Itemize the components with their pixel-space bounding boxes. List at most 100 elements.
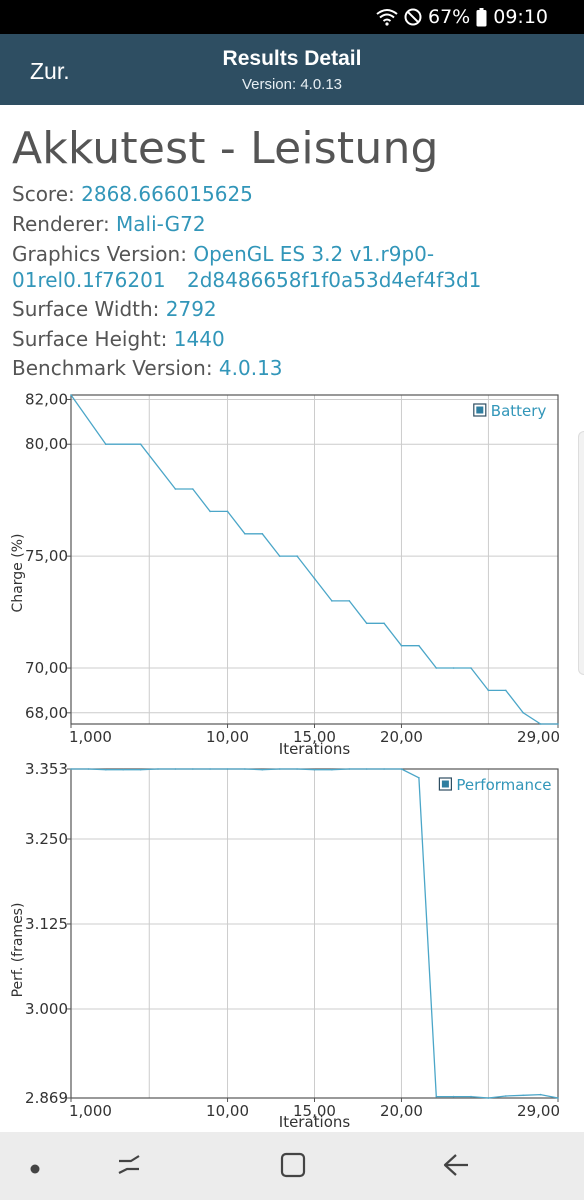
x-tick-label: 29,00	[517, 728, 560, 746]
dot-icon[interactable]	[30, 1161, 40, 1179]
results-content[interactable]: Akkutest - Leistung Score: 2868.66601562…	[0, 105, 584, 1132]
data-point	[365, 768, 368, 770]
data-point	[87, 768, 90, 770]
data-point	[435, 667, 438, 669]
clock: 09:10	[493, 6, 548, 28]
y-tick-label: 2.869	[25, 1089, 68, 1107]
surface-width-label: Surface Width:	[12, 297, 166, 321]
data-point	[70, 394, 72, 396]
y-tick-label: 70,00	[25, 659, 68, 677]
test-title: Akkutest - Leistung	[12, 123, 439, 174]
page-title: Results Detail	[222, 47, 362, 70]
data-point	[192, 488, 194, 490]
data-point	[418, 644, 420, 647]
data-point	[505, 1095, 507, 1097]
data-point	[209, 510, 211, 513]
x-tick-label: 15,00	[293, 728, 336, 746]
benchmark-version-value: 4.0.13	[218, 356, 283, 380]
data-point	[244, 768, 246, 770]
data-point	[452, 667, 455, 669]
data-point	[105, 768, 107, 771]
benchmark-version-row: Benchmark Version: 4.0.13	[12, 355, 283, 381]
surface-height-value: 1440	[173, 327, 225, 351]
surface-height-label: Surface Height:	[12, 327, 174, 351]
legend-label: Performance	[456, 776, 551, 794]
scrollbar-handle[interactable]	[578, 431, 584, 675]
x-tick-label: 1,000	[69, 728, 112, 746]
home-icon[interactable]	[280, 1152, 306, 1183]
wifi-icon	[376, 8, 398, 26]
data-point	[244, 533, 246, 535]
data-point	[470, 1095, 472, 1098]
surface-width-value: 2792	[165, 297, 217, 321]
data-point	[487, 689, 490, 692]
data-point	[331, 768, 333, 771]
data-point	[418, 777, 420, 779]
graphics-version-label: Graphics Version:	[12, 242, 194, 266]
data-point	[261, 768, 264, 771]
data-point	[522, 712, 524, 714]
data-point	[174, 768, 177, 770]
graphics-version-value: OpenGL ES 3.2 v1.r9p0-01rel0.1f76201	[12, 242, 435, 292]
data-point	[452, 1095, 455, 1098]
status-bar: 67% 09:10	[0, 0, 584, 34]
y-tick-label: 3.353	[25, 760, 68, 778]
data-point	[400, 644, 403, 647]
data-point	[487, 1097, 490, 1099]
data-point	[365, 622, 368, 625]
y-tick-label: 3.125	[25, 915, 68, 933]
y-axis-label: Perf. (frames)	[10, 903, 26, 998]
data-point	[505, 689, 507, 692]
performance-chart: 3.353 3.250 3.125 3.000 2.869 1,000 10,00 15,00…	[0, 760, 584, 1132]
x-tick-label: 29,00	[517, 1102, 560, 1120]
battery-chart-svg: 82,00 80,00 75,00 70,00 68,001,000 10,00 15,00…	[10, 390, 560, 758]
surface-height-row: Surface Height: 1440	[12, 326, 225, 352]
data-point	[157, 768, 159, 770]
data-point	[557, 723, 559, 725]
data-point	[105, 443, 107, 445]
back-button[interactable]: Zur.	[30, 58, 70, 84]
x-tick-label: 15,00	[293, 1102, 336, 1120]
data-point	[296, 555, 298, 557]
navigation-bar	[0, 1132, 584, 1200]
score-row: Score: 2868.666015625	[12, 181, 253, 207]
y-axis-label: Charge (%)	[10, 534, 26, 613]
back-arrow-icon[interactable]	[442, 1152, 470, 1183]
legend-swatch-fill	[441, 780, 449, 788]
data-point	[331, 600, 333, 602]
x-tick-label: 20,00	[380, 1102, 423, 1120]
data-point	[348, 768, 351, 770]
battery-chart: 82,00 80,00 75,00 70,00 68,00 1,000 10,00 15,00…	[0, 388, 584, 762]
data-point	[522, 1094, 524, 1097]
data-point	[470, 667, 472, 669]
x-axis-label: Iterations	[279, 1113, 351, 1131]
series-line	[70, 394, 558, 725]
battery-percent: 67%	[428, 6, 471, 28]
y-tick-label: 80,00	[25, 435, 68, 453]
status-icons: 67% 09:10	[376, 6, 548, 28]
graphics-version-row: Graphics Version: OpenGL ES 3.2 v1.r9p0-…	[12, 241, 584, 293]
x-tick-label: 10,00	[206, 1102, 249, 1120]
data-point	[139, 443, 142, 445]
surface-width-row: Surface Width: 2792	[12, 296, 217, 322]
x-tick-label: 1,000	[69, 1102, 112, 1120]
data-point	[70, 768, 72, 770]
app-bar: Zur. Results Detail Version: 4.0.13	[0, 34, 584, 105]
recent-apps-icon[interactable]	[116, 1152, 142, 1183]
do-not-disturb-icon	[404, 8, 422, 26]
data-point	[557, 1097, 559, 1099]
data-point	[278, 768, 281, 770]
y-tick-label: 75,00	[25, 547, 68, 565]
y-tick-label: 3.000	[25, 1000, 68, 1018]
score-value: 2868.666015625	[81, 182, 253, 206]
x-tick-label: 20,00	[380, 728, 423, 746]
x-axis-label: Iterations	[279, 740, 351, 758]
battery-icon	[476, 7, 487, 27]
benchmark-version-label: Benchmark Version:	[12, 356, 219, 380]
data-point	[435, 1095, 438, 1098]
data-point	[400, 768, 403, 770]
data-point	[348, 600, 351, 602]
data-point	[313, 768, 316, 771]
score-label: Score:	[12, 182, 82, 206]
